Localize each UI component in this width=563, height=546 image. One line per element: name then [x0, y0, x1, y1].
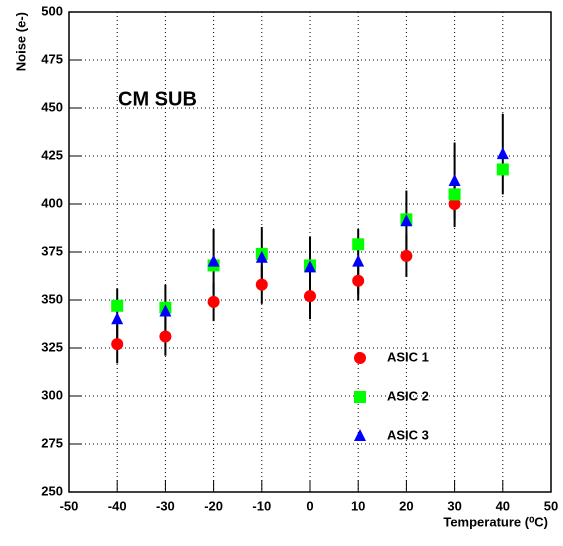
x-tick-label: 30 [447, 498, 461, 513]
x-tick-label: 10 [351, 498, 365, 513]
data-point [304, 290, 316, 303]
y-axis-label: Noise (e-) [13, 12, 28, 71]
x-tick-label: -50 [60, 498, 79, 513]
y-tick-label: 325 [41, 339, 63, 354]
y-tick-label: 475 [41, 51, 63, 66]
x-tick-label: -10 [252, 498, 271, 513]
plot-frame [68, 11, 552, 493]
data-point [496, 147, 509, 160]
y-tick-label: 300 [41, 387, 63, 402]
data-point [400, 249, 413, 262]
x-tick-label: 40 [496, 498, 510, 513]
data-point [159, 330, 172, 343]
data-point [496, 163, 509, 176]
legend-label: ASIC 1 [387, 349, 429, 364]
y-tick-label: 375 [41, 243, 63, 258]
x-tick-label: -40 [108, 498, 127, 513]
data-point [400, 214, 413, 227]
annotation: CM SUB [118, 88, 197, 110]
data-point [159, 304, 172, 317]
data-point [111, 338, 124, 351]
data-point [448, 198, 461, 210]
data-point [207, 295, 220, 308]
legend-marker [354, 391, 366, 403]
data-point [111, 299, 124, 312]
data-point [352, 254, 365, 267]
data-point [448, 173, 461, 186]
x-tick-label: 0 [306, 498, 313, 513]
y-tick-label: 250 [41, 483, 63, 498]
x-tick-label: -20 [204, 498, 223, 513]
data-point [255, 278, 268, 291]
data-point [255, 250, 268, 263]
y-tick-label: 400 [41, 195, 63, 210]
data-point [304, 260, 316, 273]
data-point [111, 312, 124, 325]
x-axis-label: Temperature (⁰C) [443, 514, 548, 529]
y-tick-label: 500 [41, 3, 63, 18]
legend-marker [354, 429, 366, 441]
x-tick-label: 50 [544, 498, 558, 513]
y-tick-label: 275 [41, 435, 63, 450]
x-tick-label: 20 [399, 498, 413, 513]
data-point [352, 274, 365, 287]
y-tick-label: 425 [41, 147, 63, 162]
y-tick-label: 350 [41, 291, 63, 306]
data-point [352, 238, 365, 251]
y-tick-label: 450 [41, 99, 63, 114]
legend-marker [354, 352, 366, 364]
x-tick-label: -30 [156, 498, 175, 513]
legend-label: ASIC 2 [387, 388, 429, 403]
legend-label: ASIC 3 [387, 427, 429, 442]
data-point [207, 254, 220, 267]
data-point [448, 188, 461, 201]
